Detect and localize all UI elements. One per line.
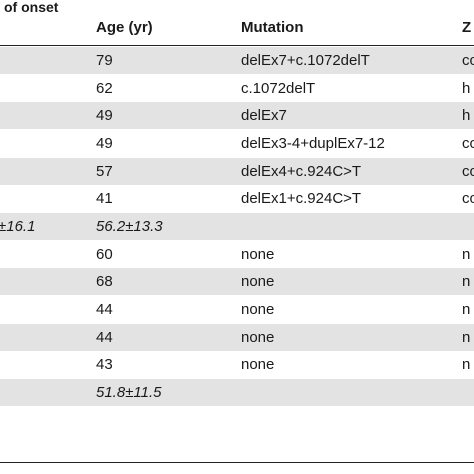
table-row: 49 delEx7 h — [0, 102, 474, 130]
cell-mutation: delEx4+c.924C>T — [241, 162, 362, 180]
cell-mutation: none — [241, 273, 275, 291]
cell-z: n — [462, 273, 471, 291]
bottom-rule — [0, 462, 474, 463]
cell-z: n — [462, 300, 471, 318]
table-row: 62 c.1072delT h — [0, 75, 474, 102]
cell-age: 79 — [96, 52, 113, 69]
cell-z: h — [462, 79, 471, 97]
cell-age: 60 — [96, 245, 113, 263]
header-mutation: Mutation — [241, 19, 304, 36]
table-row: 43 none n — [0, 351, 474, 378]
cell-z: n — [462, 245, 471, 263]
cell-age: 44 — [96, 328, 113, 346]
cell-age: 68 — [96, 273, 113, 291]
header-rule — [0, 45, 474, 46]
table-row: 68 none n — [0, 268, 474, 296]
header-onset: of onset — [4, 0, 59, 15]
cell-mutation: none — [241, 245, 275, 263]
cell-age: 56.2±13.3 — [96, 217, 163, 235]
cell-z: co — [462, 134, 474, 152]
table-row: 44 none n — [0, 323, 474, 351]
table-row: 79 delEx7+c.1072delT co — [0, 47, 474, 74]
header-z: Z — [462, 19, 472, 36]
cell-age: 41 — [96, 190, 113, 208]
table-row: 49 delEx3-4+duplEx7-12 co — [0, 130, 474, 157]
table-row: 57 delEx4+c.924C>T co — [0, 157, 474, 185]
summary-row: ±16.1 56.2±13.3 — [0, 212, 474, 240]
cell-mutation: delEx3-4+duplEx7-12 — [241, 134, 385, 152]
cell-z: co — [462, 52, 474, 69]
cell-mutation: delEx7+c.1072delT — [241, 52, 370, 69]
cell-mutation: none — [241, 300, 275, 318]
cell-age: 44 — [96, 300, 113, 318]
cell-mutation: none — [241, 328, 275, 346]
table-row: 60 none n — [0, 241, 474, 268]
cell-z: co — [462, 190, 474, 208]
cell-age: 62 — [96, 79, 113, 97]
table-row: 44 none n — [0, 296, 474, 323]
cell-z: h — [462, 107, 471, 125]
cell-age: 49 — [96, 107, 113, 125]
cell-age: 49 — [96, 134, 113, 152]
cell-age: 57 — [96, 162, 113, 180]
cell-z: n — [462, 356, 471, 374]
cell-z: co — [462, 162, 474, 180]
cell-mutation: c.1072delT — [241, 79, 316, 97]
header-age: Age (yr) — [96, 19, 153, 36]
cell-mutation: delEx1+c.924C>T — [241, 190, 362, 208]
table-row: 41 delEx1+c.924C>T co — [0, 185, 474, 212]
summary-row: 51.8±11.5 — [0, 378, 474, 406]
cell-age: 43 — [96, 356, 113, 374]
cell-mutation: delEx7 — [241, 107, 287, 125]
cell-mutation: none — [241, 356, 275, 374]
cell-age: 51.8±11.5 — [96, 383, 162, 401]
cell-onset: ±16.1 — [0, 217, 36, 235]
cell-z: n — [462, 328, 471, 346]
